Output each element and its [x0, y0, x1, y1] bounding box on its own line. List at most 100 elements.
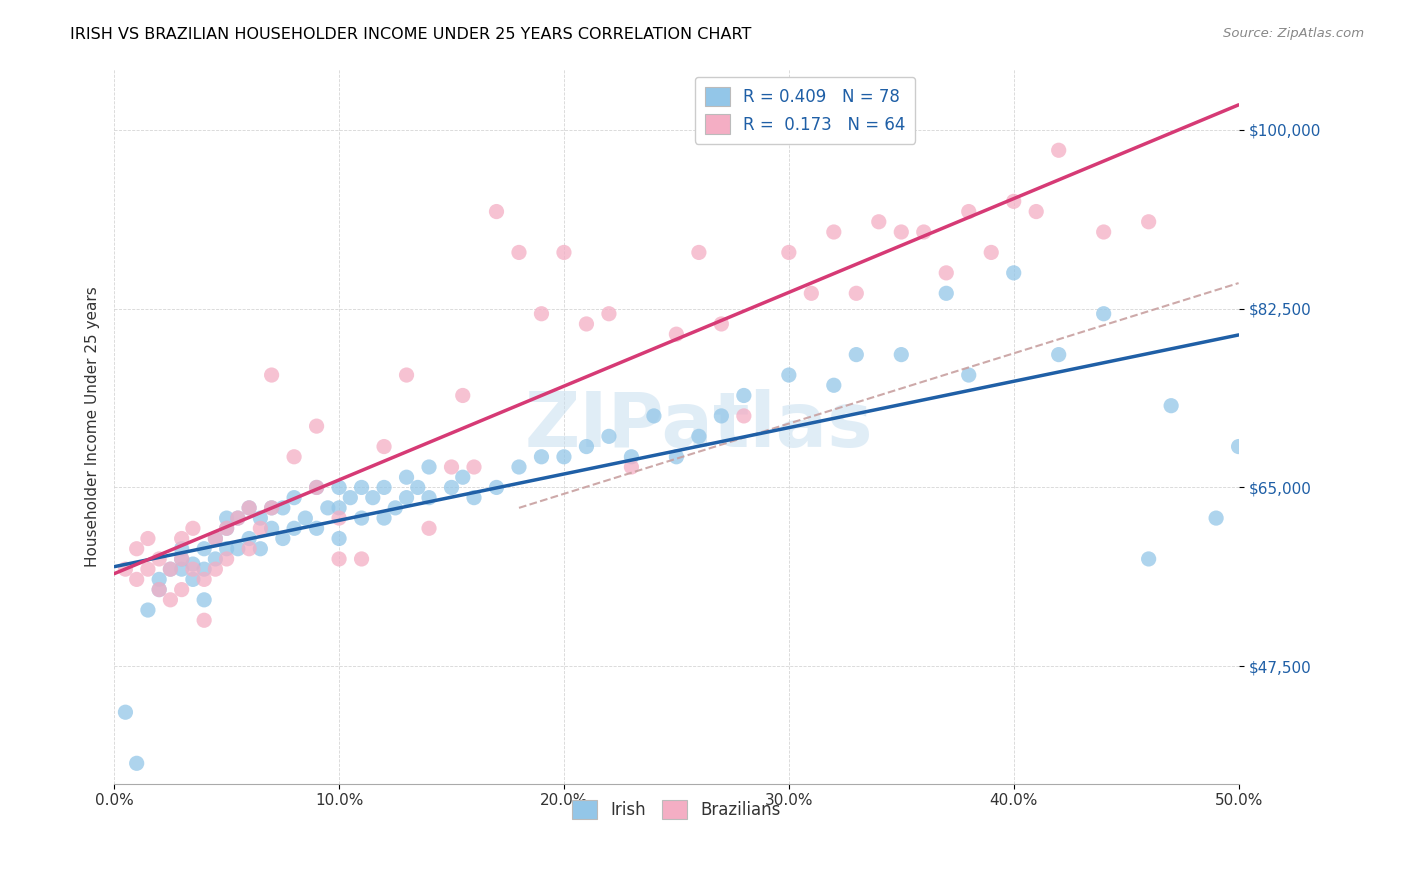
Point	[845, 286, 868, 301]
Point	[710, 409, 733, 423]
Text: Source: ZipAtlas.com: Source: ZipAtlas.com	[1223, 27, 1364, 40]
Point	[260, 368, 283, 382]
Point	[1137, 552, 1160, 566]
Point	[912, 225, 935, 239]
Point	[159, 562, 181, 576]
Point	[204, 562, 226, 576]
Point	[350, 480, 373, 494]
Point	[710, 317, 733, 331]
Point	[193, 613, 215, 627]
Point	[136, 532, 159, 546]
Point	[1047, 143, 1070, 157]
Point	[395, 470, 418, 484]
Point	[181, 557, 204, 571]
Point	[328, 480, 350, 494]
Legend: Irish, Brazilians: Irish, Brazilians	[565, 793, 787, 825]
Point	[271, 500, 294, 515]
Point	[215, 521, 238, 535]
Point	[800, 286, 823, 301]
Point	[193, 562, 215, 576]
Point	[283, 521, 305, 535]
Point	[170, 562, 193, 576]
Point	[373, 511, 395, 525]
Point	[328, 511, 350, 525]
Point	[868, 215, 890, 229]
Point	[170, 552, 193, 566]
Point	[305, 419, 328, 434]
Point	[125, 756, 148, 771]
Point	[373, 480, 395, 494]
Point	[215, 511, 238, 525]
Point	[418, 460, 440, 475]
Point	[451, 388, 474, 402]
Point	[148, 582, 170, 597]
Point	[1002, 194, 1025, 209]
Point	[575, 440, 598, 454]
Point	[125, 573, 148, 587]
Point	[463, 460, 485, 475]
Point	[204, 532, 226, 546]
Point	[1137, 215, 1160, 229]
Point	[485, 480, 508, 494]
Point	[249, 541, 271, 556]
Point	[620, 450, 643, 464]
Point	[170, 541, 193, 556]
Point	[890, 225, 912, 239]
Point	[148, 573, 170, 587]
Point	[890, 348, 912, 362]
Point	[350, 511, 373, 525]
Point	[553, 450, 575, 464]
Point	[260, 521, 283, 535]
Point	[778, 245, 800, 260]
Point	[114, 705, 136, 719]
Point	[136, 562, 159, 576]
Point	[215, 552, 238, 566]
Text: IRISH VS BRAZILIAN HOUSEHOLDER INCOME UNDER 25 YEARS CORRELATION CHART: IRISH VS BRAZILIAN HOUSEHOLDER INCOME UN…	[70, 27, 752, 42]
Point	[1092, 307, 1115, 321]
Point	[328, 532, 350, 546]
Point	[339, 491, 361, 505]
Point	[463, 491, 485, 505]
Point	[350, 552, 373, 566]
Point	[575, 317, 598, 331]
Point	[1025, 204, 1047, 219]
Point	[238, 532, 260, 546]
Point	[688, 245, 710, 260]
Point	[226, 511, 249, 525]
Point	[440, 460, 463, 475]
Point	[193, 573, 215, 587]
Point	[1092, 225, 1115, 239]
Point	[1227, 440, 1250, 454]
Point	[328, 500, 350, 515]
Point	[125, 541, 148, 556]
Point	[935, 286, 957, 301]
Point	[665, 450, 688, 464]
Point	[395, 491, 418, 505]
Point	[193, 592, 215, 607]
Point	[238, 500, 260, 515]
Point	[170, 582, 193, 597]
Point	[204, 532, 226, 546]
Point	[170, 552, 193, 566]
Point	[530, 450, 553, 464]
Point	[823, 378, 845, 392]
Point	[980, 245, 1002, 260]
Point	[305, 480, 328, 494]
Point	[294, 511, 316, 525]
Point	[395, 368, 418, 382]
Point	[260, 500, 283, 515]
Y-axis label: Householder Income Under 25 years: Householder Income Under 25 years	[86, 285, 100, 566]
Point	[226, 511, 249, 525]
Point	[238, 541, 260, 556]
Point	[305, 480, 328, 494]
Point	[260, 500, 283, 515]
Point	[226, 541, 249, 556]
Point	[957, 204, 980, 219]
Point	[406, 480, 429, 494]
Point	[181, 573, 204, 587]
Point	[823, 225, 845, 239]
Point	[598, 429, 620, 443]
Point	[957, 368, 980, 382]
Point	[1160, 399, 1182, 413]
Point	[485, 204, 508, 219]
